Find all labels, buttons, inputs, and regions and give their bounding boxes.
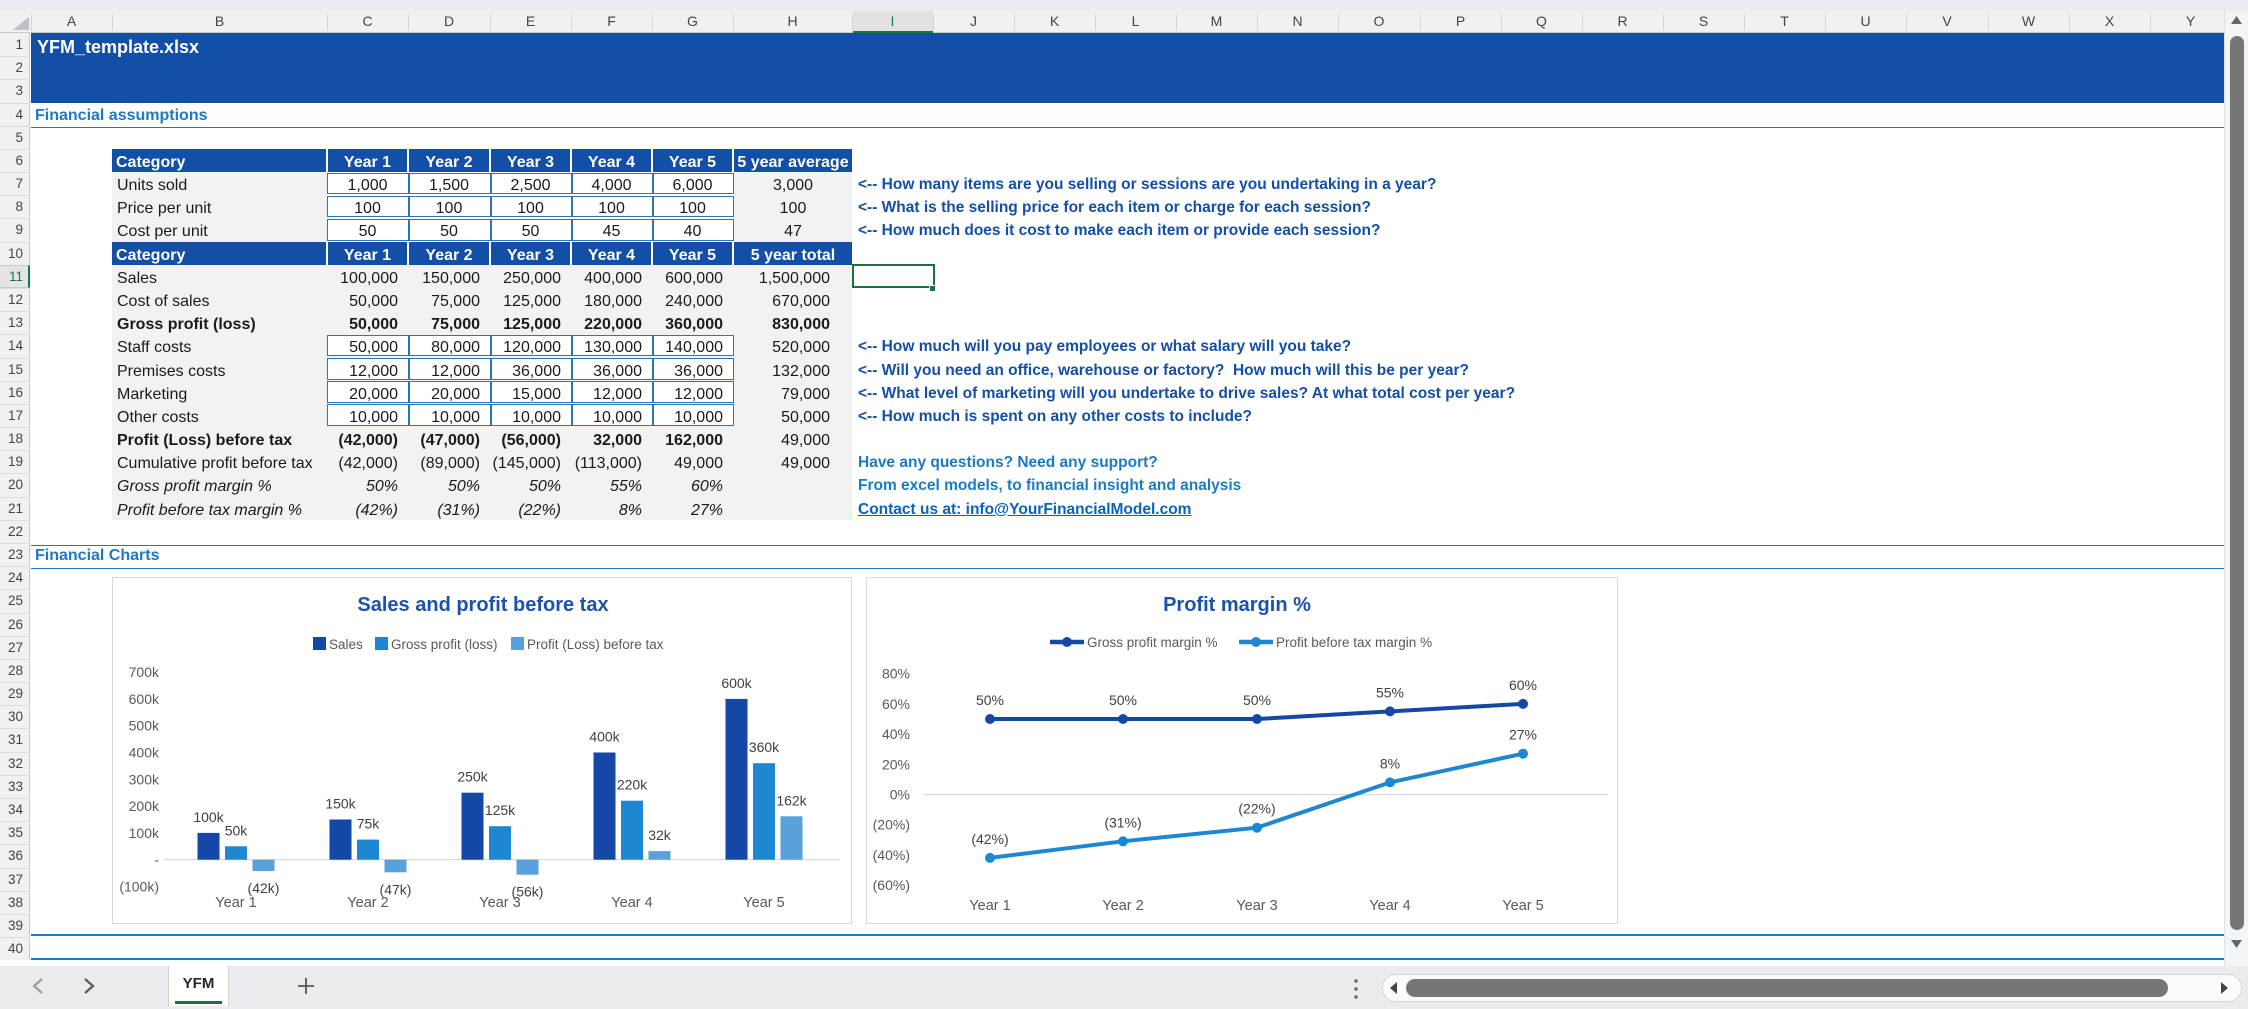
svg-text:(47k): (47k) — [380, 881, 412, 897]
svg-text:Profit margin %: Profit margin % — [1163, 594, 1311, 616]
svg-text:40%: 40% — [882, 726, 910, 742]
svg-text:400k: 400k — [589, 729, 620, 745]
svg-text:360k: 360k — [749, 739, 780, 755]
svg-text:50%: 50% — [976, 692, 1004, 708]
svg-text:Year 4: Year 4 — [1369, 898, 1410, 914]
svg-text:Year 4: Year 4 — [611, 895, 652, 911]
svg-text:27%: 27% — [1509, 727, 1537, 743]
svg-text:250k: 250k — [457, 769, 488, 785]
svg-text:8%: 8% — [1380, 755, 1400, 771]
svg-text:400k: 400k — [129, 745, 160, 761]
svg-text:(22%): (22%) — [1238, 801, 1275, 817]
svg-text:Gross profit (loss): Gross profit (loss) — [391, 637, 498, 652]
svg-text:100k: 100k — [193, 809, 224, 825]
svg-text:(100k): (100k) — [119, 879, 159, 895]
svg-text:125k: 125k — [485, 802, 516, 818]
svg-text:150k: 150k — [325, 796, 356, 812]
svg-text:Sales and profit before tax: Sales and profit before tax — [357, 594, 608, 616]
svg-text:(56k): (56k) — [512, 884, 544, 900]
svg-text:600k: 600k — [129, 691, 160, 707]
svg-text:Year 2: Year 2 — [1102, 898, 1143, 914]
svg-text:(20%): (20%) — [873, 817, 910, 833]
svg-text:Sales: Sales — [329, 637, 363, 652]
svg-text:50%: 50% — [1109, 692, 1137, 708]
svg-text:75k: 75k — [357, 816, 381, 832]
svg-text:300k: 300k — [129, 771, 160, 787]
svg-text:Profit (Loss) before tax: Profit (Loss) before tax — [527, 637, 664, 652]
svg-text:(42k): (42k) — [248, 880, 280, 896]
svg-text:500k: 500k — [129, 718, 160, 734]
svg-text:-: - — [154, 852, 159, 868]
svg-text:32k: 32k — [648, 827, 672, 843]
svg-text:Year 5: Year 5 — [1502, 898, 1543, 914]
svg-text:80%: 80% — [882, 666, 910, 682]
svg-text:Profit before tax margin %: Profit before tax margin % — [1276, 635, 1432, 650]
svg-text:60%: 60% — [882, 696, 910, 712]
svg-text:Year 2: Year 2 — [347, 895, 388, 911]
svg-text:100k: 100k — [129, 825, 160, 841]
svg-text:700k: 700k — [129, 664, 160, 680]
svg-text:200k: 200k — [129, 798, 160, 814]
svg-text:Year 1: Year 1 — [969, 898, 1010, 914]
svg-text:162k: 162k — [776, 792, 807, 808]
svg-text:60%: 60% — [1509, 677, 1537, 693]
svg-text:Year 3: Year 3 — [1236, 898, 1277, 914]
svg-text:55%: 55% — [1376, 684, 1404, 700]
svg-text:Year 5: Year 5 — [743, 895, 784, 911]
svg-text:20%: 20% — [882, 756, 910, 772]
svg-text:50k: 50k — [225, 822, 249, 838]
svg-text:(40%): (40%) — [873, 847, 910, 863]
svg-text:220k: 220k — [617, 777, 648, 793]
svg-text:(31%): (31%) — [1104, 814, 1141, 830]
svg-text:(42%): (42%) — [971, 831, 1008, 847]
svg-text:Gross profit margin %: Gross profit margin % — [1087, 635, 1218, 650]
svg-text:600k: 600k — [721, 675, 752, 691]
svg-text:50%: 50% — [1243, 692, 1271, 708]
svg-text:Year 3: Year 3 — [479, 895, 520, 911]
svg-text:(60%): (60%) — [873, 877, 910, 893]
svg-text:0%: 0% — [890, 787, 910, 803]
svg-text:Year 1: Year 1 — [215, 895, 256, 911]
